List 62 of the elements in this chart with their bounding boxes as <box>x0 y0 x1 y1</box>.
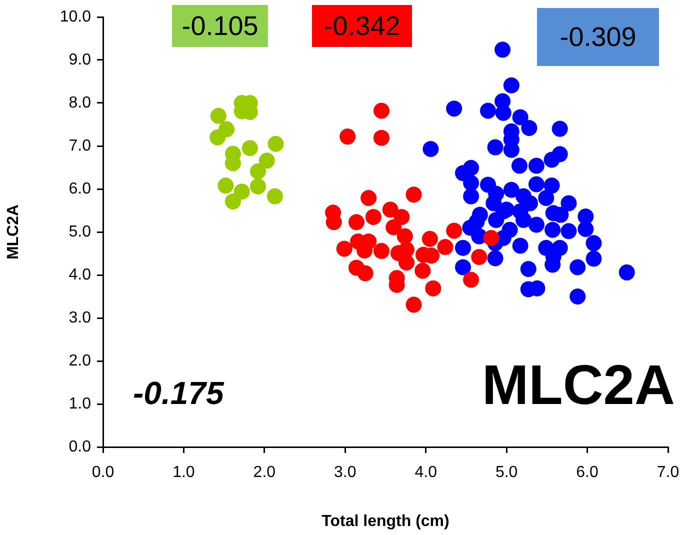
point <box>422 230 438 247</box>
point <box>483 230 500 246</box>
y-tick-label: 3.0 <box>68 309 92 326</box>
point <box>218 178 234 194</box>
x-tick-label: 2.0 <box>253 464 276 482</box>
y-tick-label: 6.0 <box>68 180 92 198</box>
point <box>471 248 488 265</box>
point <box>437 239 454 256</box>
point <box>340 128 356 145</box>
point <box>373 130 390 146</box>
point <box>406 186 422 203</box>
y-tick-label: 7.0 <box>68 137 92 154</box>
point <box>425 280 442 296</box>
y-tick-label: 0.0 <box>68 438 92 456</box>
x-tick-label: 0.0 <box>92 464 114 482</box>
point <box>210 129 226 146</box>
annotation: -0.342 <box>312 5 412 47</box>
y-tick-label: 5.0 <box>68 223 92 240</box>
x-tick-label: 4.0 <box>414 464 438 482</box>
point <box>446 222 462 239</box>
point <box>266 188 283 204</box>
x-axis-title: Total length (cm) <box>322 512 450 530</box>
y-tick-label: 4.0 <box>68 266 92 284</box>
point <box>373 102 390 119</box>
y-tick-label: 1.0 <box>68 395 92 412</box>
y-tick-label: 2.0 <box>68 352 92 370</box>
y-axis-title: MLC2A <box>5 204 22 260</box>
point <box>360 190 377 206</box>
point <box>242 140 258 156</box>
point <box>406 296 422 313</box>
point <box>348 214 364 230</box>
point <box>210 108 226 124</box>
point <box>268 136 284 152</box>
point <box>250 178 266 194</box>
x-tick-label: 6.0 <box>576 464 599 482</box>
point <box>365 208 382 225</box>
y-tick-label: 10.0 <box>60 8 92 26</box>
point <box>398 254 414 271</box>
point <box>258 152 275 169</box>
point <box>336 240 352 257</box>
point <box>234 184 250 200</box>
point <box>463 272 480 288</box>
point <box>414 262 431 279</box>
annotation: MLC2A <box>482 352 675 417</box>
point <box>382 202 398 218</box>
point <box>224 193 241 210</box>
point <box>373 242 390 259</box>
point <box>386 219 402 236</box>
annotation: -0.175 <box>133 375 224 412</box>
y-tick-label: 8.0 <box>68 94 92 112</box>
point <box>394 208 410 225</box>
annotation: -0.309 <box>537 8 659 66</box>
point <box>250 163 266 180</box>
x-tick-label: 3.0 <box>334 464 356 482</box>
x-tick-label: 7.0 <box>656 464 680 482</box>
x-tick-label: 1.0 <box>172 464 195 482</box>
y-tick-label: 9.0 <box>68 51 92 68</box>
x-tick-label: 5.0 <box>495 464 518 482</box>
point <box>396 228 413 244</box>
annotation: -0.105 <box>172 5 268 47</box>
point <box>398 242 414 258</box>
point <box>357 265 374 282</box>
